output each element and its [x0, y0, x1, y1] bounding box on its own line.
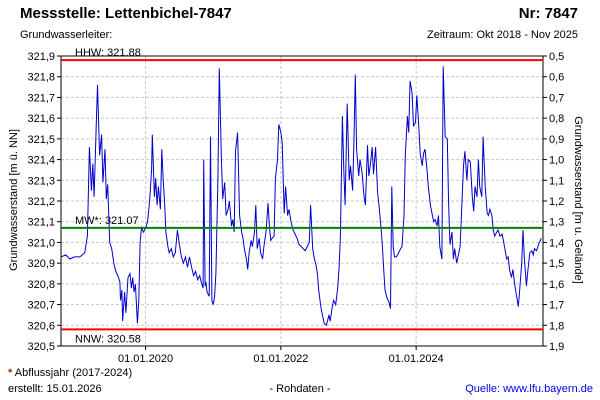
source-link[interactable]: Quelle: www.lfu.bayern.de [465, 383, 593, 395]
footnote: * Abflussjahr (2017-2024) [8, 367, 132, 379]
y-left-tick-label: 321,6 [27, 113, 55, 125]
y-left-tick-label: 321,5 [27, 134, 55, 146]
y-left-tick-label: 321,2 [27, 196, 55, 208]
y-left-tick-label: 320,7 [27, 300, 55, 312]
y-right-tick-label: 1,2 [549, 196, 564, 208]
y-right-tick-label: 1,9 [549, 341, 564, 353]
y-right-tick-label: 0,6 [549, 72, 564, 84]
y-right-tick-label: 1,6 [549, 279, 564, 291]
station-number: Nr: 7847 [518, 5, 578, 22]
y-right-tick-label: 1,7 [549, 300, 564, 312]
x-tick-label: 01.01.2024 [389, 353, 444, 365]
groundwater-series-line [60, 66, 542, 327]
data-type-label: - Rohdaten - [269, 383, 331, 395]
y-right-tick-label: 1,4 [549, 237, 564, 249]
mw-reference-label: MW*: 321.07 [75, 215, 139, 227]
y-left-tick-label: 320,8 [27, 279, 55, 291]
hhw-reference-label: HHW: 321.88 [75, 47, 141, 59]
y-left-tick-label: 320,5 [27, 341, 55, 353]
y-left-tick-label: 321,0 [27, 237, 55, 249]
y-right-tick-label: 1,5 [549, 258, 564, 270]
y-right-tick-label: 0,7 [549, 92, 564, 104]
y-left-tick-label: 320,6 [27, 320, 55, 332]
footnote-asterisk: * [8, 367, 13, 379]
y-left-tick-label: 320,9 [27, 258, 55, 270]
y-right-tick-label: 0,5 [549, 51, 564, 63]
created-date: erstellt: 15.01.2026 [8, 383, 102, 395]
y-right-tick-label: 1,3 [549, 217, 564, 229]
y-right-tick-label: 1,8 [549, 320, 564, 332]
y-right-tick-label: 0,8 [549, 113, 564, 125]
y-left-tick-label: 321,1 [27, 217, 55, 229]
footnote-text: Abflussjahr (2017-2024) [14, 367, 133, 379]
y-right-tick-label: 1,1 [549, 175, 564, 187]
plot-frame [60, 55, 544, 347]
y-left-tick-label: 321,8 [27, 72, 55, 84]
period-label: Zeitraum: Okt 2018 - Nov 2025 [426, 29, 578, 41]
y-axis-right-title: Grundwasserstand [m u. Gelände] [572, 116, 584, 284]
y-left-tick-label: 321,4 [27, 155, 55, 167]
x-tick-label: 01.01.2022 [253, 353, 308, 365]
aquifer-label: Grundwasserleiter: [20, 29, 113, 41]
y-axis-left-title: Grundwasserstand [m ü. NN] [8, 129, 20, 271]
nnw-reference-label: NNW: 320.58 [75, 333, 141, 345]
y-right-tick-label: 1,0 [549, 155, 564, 167]
y-left-tick-label: 321,3 [27, 175, 55, 187]
page-title: Messstelle: Lettenbichel-7847 [20, 5, 232, 22]
y-left-tick-label: 321,9 [27, 51, 55, 63]
y-left-tick-label: 321,7 [27, 92, 55, 104]
x-tick-label: 01.01.2020 [118, 353, 173, 365]
y-right-tick-label: 0,9 [549, 134, 564, 146]
